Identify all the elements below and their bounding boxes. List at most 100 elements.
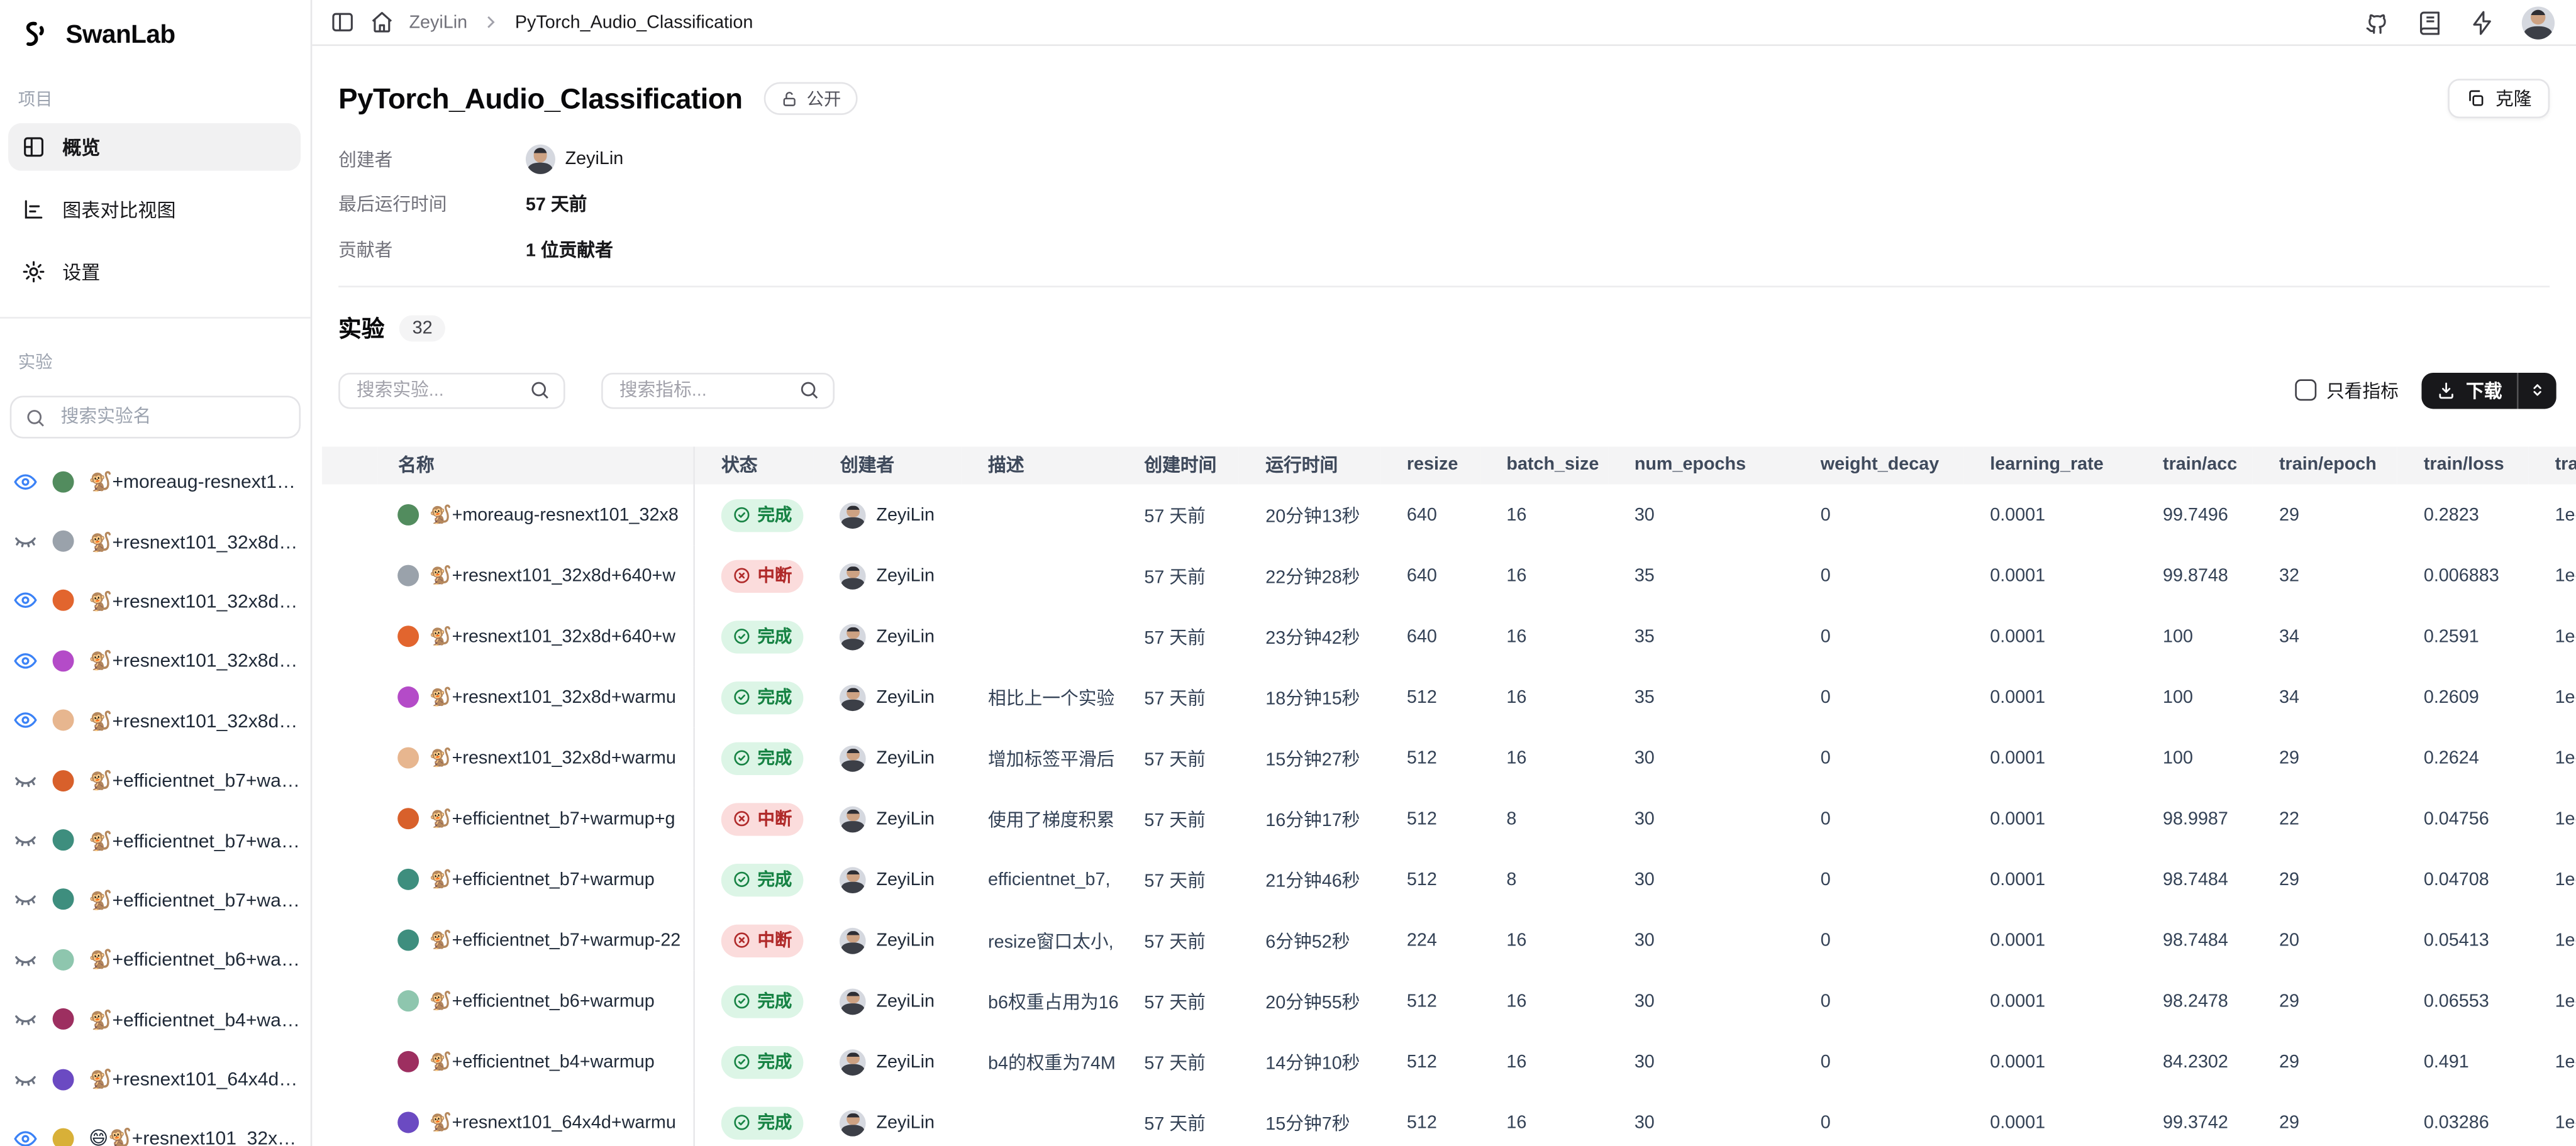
- visibility-eye-closed-icon[interactable]: [13, 947, 38, 972]
- download-button[interactable]: 下载: [2421, 372, 2557, 409]
- train-epoch-cell: 29: [2279, 991, 2299, 1011]
- experiment-name-link[interactable]: 🐒+efficientnet_b7+warmup: [429, 870, 655, 890]
- info-row-contributors: 贡献者 1 位贡献者: [338, 241, 613, 261]
- visibility-eye-closed-icon[interactable]: [13, 828, 38, 852]
- table-row[interactable]: 🐒+resnext101_32x8d+640+w 中断 ZeyiLin 57 天…: [322, 545, 2576, 606]
- sidebar-experiment-item[interactable]: 🐒+resnext101_32x8d+6…: [0, 511, 311, 571]
- search-metric-input[interactable]: [616, 378, 799, 402]
- visibility-eye-open-icon[interactable]: [13, 1127, 38, 1146]
- experiment-color-dot: [52, 1008, 74, 1030]
- chevron-right-icon: [488, 16, 496, 28]
- creator-avatar: [840, 623, 867, 650]
- clone-button[interactable]: 克隆: [2448, 79, 2550, 119]
- table-row[interactable]: 🐒+resnext101_32x8d+640+w 完成 ZeyiLin 57 天…: [322, 605, 2576, 667]
- metrics-only-checkbox[interactable]: [2295, 379, 2317, 401]
- table-header-row: 名称 状态 创建者 描述 创建时间 运行时间 resize batch_size…: [322, 446, 2576, 485]
- download-options-chevron[interactable]: [2519, 381, 2557, 399]
- breadcrumb-user[interactable]: ZeyiLin: [409, 12, 468, 32]
- table-row[interactable]: 🐒+efficientnet_b6+warmup 完成 ZeyiLin b6权重…: [322, 970, 2576, 1032]
- table-row[interactable]: 🐒+efficientnet_b7+warmup+g 中断 ZeyiLin 使用…: [322, 788, 2576, 849]
- sidebar-experiment-item[interactable]: 🐒+resnext101_64x4d+w…: [0, 1049, 311, 1109]
- table-row[interactable]: 🐒+efficientnet_b7+warmup 完成 ZeyiLin effi…: [322, 849, 2576, 910]
- visibility-eye-closed-icon[interactable]: [13, 1007, 38, 1032]
- section-label-project: 项目: [18, 90, 53, 111]
- experiment-search-input[interactable]: [57, 405, 286, 429]
- experiment-name: 🐒+efficientnet_b4+warmup: [89, 1011, 303, 1031]
- search-experiment-box[interactable]: [338, 372, 565, 409]
- experiment-name-search[interactable]: [9, 395, 301, 439]
- visibility-eye-closed-icon[interactable]: [13, 888, 38, 912]
- sidebar-experiment-item[interactable]: 🐒+efficientnet_b4+warmup: [0, 989, 311, 1049]
- experiment-name-link[interactable]: 🐒+resnext101_32x8d+640+w: [429, 627, 676, 647]
- experiments-table-body: 🐒+moreaug-resnext101_32x8 完成 ZeyiLin 57 …: [322, 484, 2576, 1146]
- visibility-eye-open-icon[interactable]: [13, 708, 38, 733]
- sidebar-item-label: 设置: [62, 263, 101, 284]
- sidebar-experiment-item[interactable]: 🐒+efficientnet_b6+warmup: [0, 930, 311, 989]
- sidebar-item-settings[interactable]: 设置: [8, 248, 301, 295]
- quickstart-bolt-icon[interactable]: [2469, 10, 2494, 35]
- top-bar: ZeyiLin PyTorch_Audio_Classification: [312, 0, 2576, 47]
- sidebar-item-chart-compare[interactable]: 图表对比视图: [8, 185, 301, 233]
- metrics-only-toggle[interactable]: 只看指标: [2295, 377, 2399, 404]
- search-experiment-input[interactable]: [353, 378, 530, 402]
- experiment-name-link[interactable]: 🐒+efficientnet_b7+warmup-22: [429, 931, 681, 951]
- train-loss-cell: 0.2591: [2423, 626, 2479, 646]
- sidebar-experiment-item[interactable]: 🐒+moreaug-resnext101_…: [0, 451, 311, 511]
- created-cell: 57 天前: [1144, 628, 1206, 648]
- creator-avatar: [840, 1048, 867, 1075]
- sidebar-item-overview[interactable]: 概览: [8, 123, 301, 171]
- column-header-weight-decay: weight_decay: [1794, 446, 1964, 485]
- table-row[interactable]: 🐒+resnext101_64x4d+warmu 完成 ZeyiLin 57 天…: [322, 1092, 2576, 1146]
- docs-book-icon[interactable]: [2417, 10, 2441, 35]
- weight-decay-cell: 0: [1820, 626, 1831, 646]
- table-row[interactable]: 🐒+efficientnet_b7+warmup-22 中断 ZeyiLin r…: [322, 910, 2576, 971]
- experiment-name-link[interactable]: 🐒+resnext101_64x4d+warmu: [429, 1113, 676, 1133]
- experiment-name-link[interactable]: 🐒+resnext101_32x8d+warmu: [429, 749, 676, 769]
- visibility-eye-open-icon[interactable]: [13, 648, 38, 673]
- table-row[interactable]: 🐒+resnext101_32x8d+warmu 完成 ZeyiLin 相比上一…: [322, 666, 2576, 728]
- sidebar-experiment-item[interactable]: 🐒+efficientnet_b7+warm…: [0, 870, 311, 930]
- table-row[interactable]: 🐒+moreaug-resnext101_32x8 完成 ZeyiLin 57 …: [322, 484, 2576, 546]
- experiment-name-link[interactable]: 🐒+efficientnet_b6+warmup: [429, 991, 655, 1012]
- experiment-name-link[interactable]: 🐒+efficientnet_b7+warmup+g: [429, 809, 675, 830]
- visibility-eye-closed-icon[interactable]: [13, 529, 38, 553]
- visibility-eye-closed-icon[interactable]: [13, 768, 38, 793]
- creator-avatar: [840, 744, 867, 771]
- user-avatar[interactable]: [2521, 6, 2555, 39]
- experiment-name-link[interactable]: 🐒+efficientnet_b4+warmup: [429, 1052, 655, 1072]
- check-circle-icon: [734, 507, 750, 523]
- creator-cell: ZeyiLin: [840, 502, 962, 528]
- column-header-resize: resize: [1380, 446, 1480, 485]
- column-header-creator: 创建者: [814, 446, 962, 485]
- experiment-color-dot: [398, 868, 420, 890]
- experiment-name: 🐒+resnext101_32x8d+6…: [89, 532, 303, 553]
- experiment-name-link[interactable]: 🐒+resnext101_32x8d+640+w: [429, 566, 676, 587]
- sidebar-experiment-item[interactable]: 🐒+resnext101_32x8d+w…: [0, 691, 311, 751]
- sidebar-experiment-item[interactable]: 🐒+efficientnet_b7+warmup: [0, 810, 311, 870]
- sidebar-experiment-item[interactable]: 🐒+efficientnet_b7+warm…: [0, 751, 311, 810]
- batch-size-cell: 8: [1506, 869, 1517, 890]
- creator-chip[interactable]: ZeyiLin: [525, 144, 623, 174]
- github-icon[interactable]: [2364, 10, 2389, 35]
- visibility-eye-open-icon[interactable]: [13, 588, 38, 613]
- sidebar-experiment-item[interactable]: 🐒+resnext101_32x8d+w…: [0, 631, 311, 691]
- creator-cell: ZeyiLin: [840, 1048, 962, 1075]
- table-row[interactable]: 🐒+resnext101_32x8d+warmu 完成 ZeyiLin 增加标签…: [322, 727, 2576, 788]
- train-epoch-cell: 29: [2279, 869, 2299, 890]
- visibility-eye-closed-icon[interactable]: [13, 1067, 38, 1091]
- visibility-eye-open-icon[interactable]: [13, 469, 38, 493]
- experiment-color-dot: [52, 829, 74, 851]
- sidebar-experiment-item[interactable]: 😄🐒+resnext101_32x8d+…: [0, 1109, 311, 1146]
- experiment-name-link[interactable]: 🐒+resnext101_32x8d+warmu: [429, 688, 676, 708]
- swanlab-logo[interactable]: SwanLab: [0, 16, 311, 56]
- sidebar-experiment-item[interactable]: 🐒+resnext101_32x8d+6…: [0, 571, 311, 631]
- experiment-name-link[interactable]: 🐒+moreaug-resnext101_32x8: [429, 505, 679, 526]
- search-metric-box[interactable]: [601, 372, 835, 409]
- table-row[interactable]: 🐒+efficientnet_b4+warmup 完成 ZeyiLin b4的权…: [322, 1031, 2576, 1093]
- creator-cell: ZeyiLin: [840, 562, 962, 589]
- sidebar-toggle-icon[interactable]: [330, 10, 355, 35]
- home-icon[interactable]: [370, 10, 394, 35]
- train-lr-cell: 1e-6: [2555, 565, 2576, 586]
- breadcrumb-project[interactable]: PyTorch_Audio_Classification: [514, 12, 753, 32]
